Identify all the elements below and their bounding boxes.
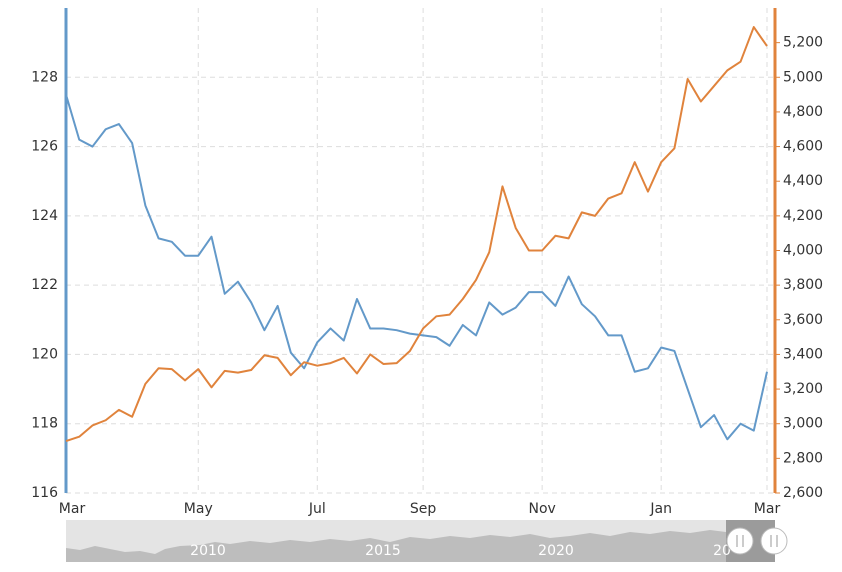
y2-tick-label: 3,800 [783, 277, 823, 293]
x-tick-label: Sep [410, 501, 437, 517]
y-tick-label: 122 [31, 277, 58, 293]
y2-tick-label: 2,600 [783, 485, 823, 501]
y-tick-label: 120 [31, 346, 58, 362]
navigator-label: 20 [713, 543, 731, 559]
y2-tick-label: 3,000 [783, 416, 823, 432]
series-line [65, 94, 768, 441]
y2-tick-label: 4,400 [783, 173, 823, 189]
navigator: 2010 2015 2020 20 [66, 520, 788, 562]
navigator-label: 2015 [365, 543, 401, 559]
navigator-handle[interactable] [760, 527, 788, 555]
y-tick-label: 126 [31, 139, 58, 155]
x-tick-label: May [184, 501, 213, 517]
y-tick-label: 124 [31, 208, 58, 224]
navigator-handle[interactable] [726, 527, 754, 555]
y2-tick-label: 4,200 [783, 208, 823, 224]
y-tick-label: 128 [31, 69, 58, 85]
y2-tick-label: 5,200 [783, 35, 823, 51]
x-tick-label: Nov [528, 501, 555, 517]
y2-tick-label: 2,800 [783, 450, 823, 466]
navigator-area [66, 530, 726, 562]
y2-tick-label: 5,000 [783, 69, 823, 85]
y2-tick-label: 4,800 [783, 104, 823, 120]
y2-tick-label: 3,400 [783, 346, 823, 362]
series-line [65, 26, 768, 442]
grid [65, 8, 775, 494]
x-tick-label: Jul [308, 501, 326, 517]
navigator-label: 2020 [538, 543, 574, 559]
x-tick-label: Jan [649, 501, 672, 517]
y-tick-label: 116 [31, 485, 58, 501]
navigator-label: 2010 [190, 543, 226, 559]
y2-tick-label: 4,000 [783, 243, 823, 259]
y2-tick-label: 3,600 [783, 312, 823, 328]
y2-tick-label: 3,200 [783, 381, 823, 397]
x-tick-label: Mar [59, 501, 86, 517]
y2-tick-label: 4,600 [783, 139, 823, 155]
y-tick-label: 118 [31, 416, 58, 432]
x-tick-label: Mar [754, 501, 781, 517]
